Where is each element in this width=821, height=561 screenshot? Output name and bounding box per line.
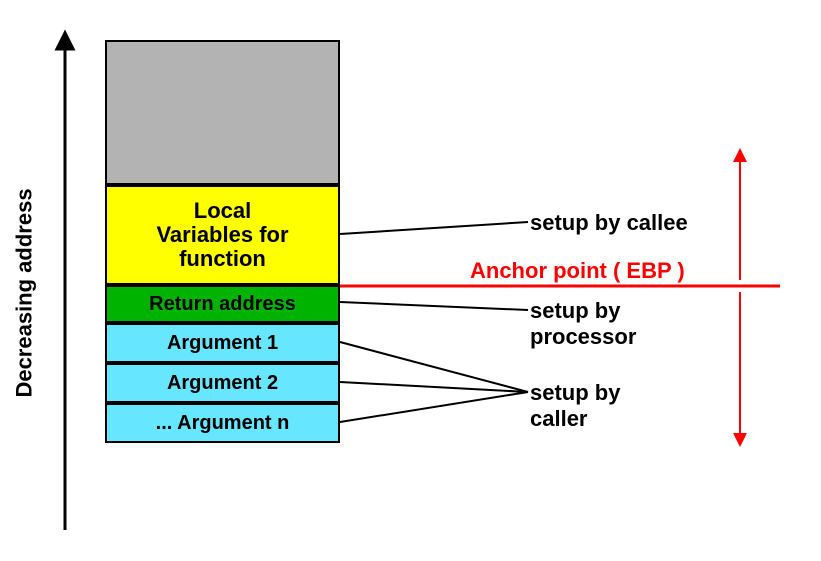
anchor-label-text: Anchor point ( EBP ) xyxy=(470,258,685,283)
anchor-label: Anchor point ( EBP ) xyxy=(470,258,685,284)
annot-caller: setup bycaller xyxy=(530,380,620,432)
stack-argn: ... Argument n xyxy=(105,403,340,443)
stack-locals: LocalVariables forfunction xyxy=(105,185,340,285)
axis-label-text: Decreasing address xyxy=(12,188,37,397)
stack-frame-diagram: { "canvas": { "width": 821, "height": 56… xyxy=(0,0,821,561)
stack-arg1: Argument 1 xyxy=(105,323,340,363)
annot-callee: setup by callee xyxy=(530,210,688,236)
annot-proc: setup byprocessor xyxy=(530,298,636,350)
axis-label: Decreasing address xyxy=(12,188,38,397)
stack-arg2: Argument 2 xyxy=(105,363,340,403)
stack-retaddr: Return address xyxy=(105,285,340,323)
stack-free xyxy=(105,40,340,185)
